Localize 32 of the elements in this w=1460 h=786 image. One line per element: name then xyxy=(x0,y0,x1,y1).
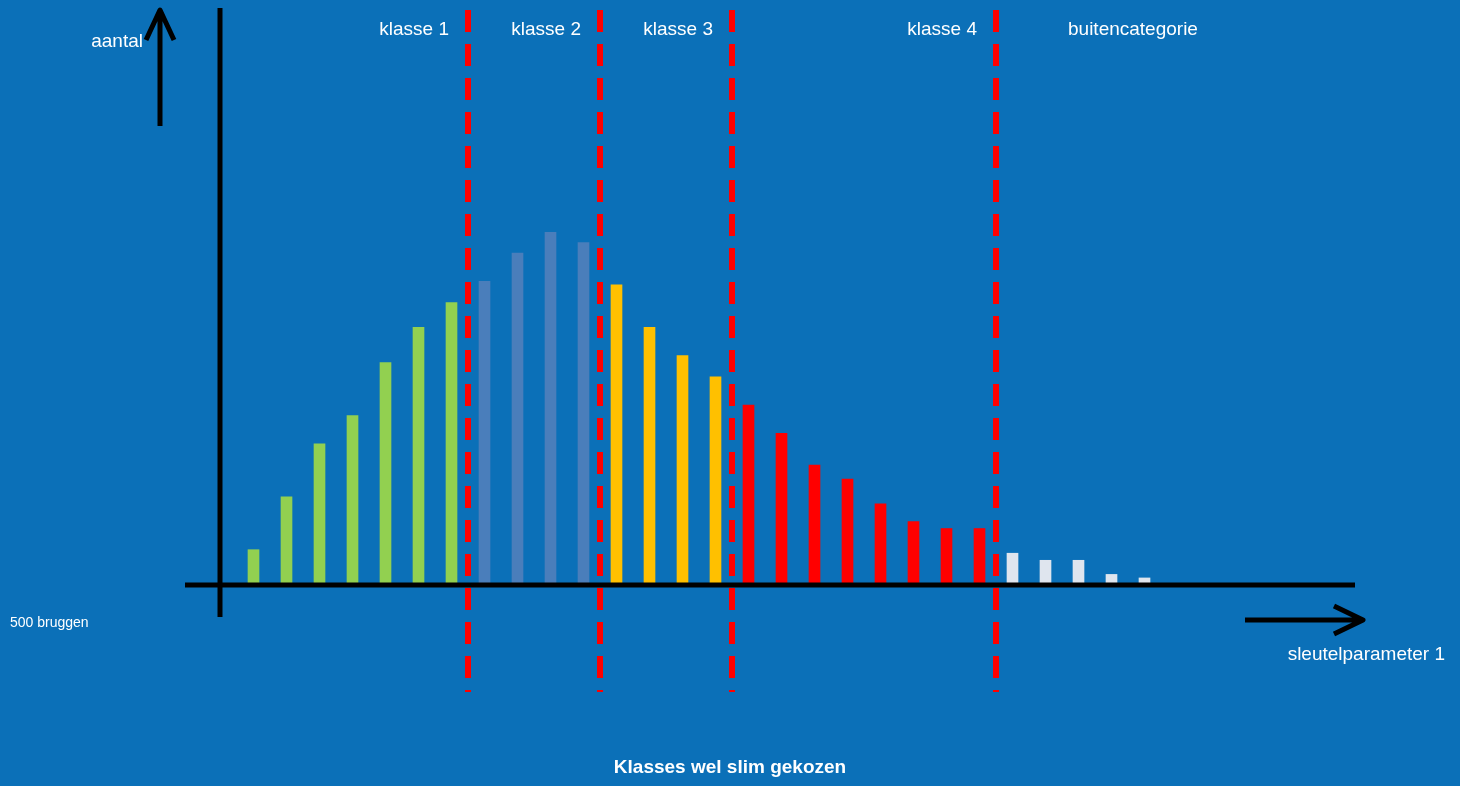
bar xyxy=(379,362,392,585)
bar xyxy=(676,355,689,585)
text: klasse 1 xyxy=(379,18,449,40)
bar xyxy=(247,549,260,585)
text: sleutelparameter 1 xyxy=(1287,643,1445,665)
bar xyxy=(577,242,590,585)
bar xyxy=(874,503,887,585)
bar xyxy=(841,478,854,585)
bar xyxy=(544,232,557,585)
bar xyxy=(643,326,656,585)
bar xyxy=(940,528,953,585)
text: klasse 4 xyxy=(907,18,978,40)
text: buitencategorie xyxy=(1068,18,1198,40)
bar xyxy=(445,302,458,585)
bar xyxy=(511,252,524,585)
bar xyxy=(775,432,788,585)
bar xyxy=(478,281,491,585)
bar xyxy=(610,284,623,585)
text: 500 bruggen xyxy=(10,613,89,630)
bar xyxy=(973,528,986,585)
bar xyxy=(412,326,425,585)
bar xyxy=(346,415,359,585)
bar xyxy=(280,496,293,585)
bar xyxy=(313,443,326,585)
text: klasse 2 xyxy=(511,18,581,40)
bar xyxy=(742,404,755,585)
text: Klasses wel slim gekozen xyxy=(613,756,847,778)
text: aantal xyxy=(91,30,143,52)
bar xyxy=(709,376,722,585)
bar xyxy=(907,521,920,585)
text: klasse 3 xyxy=(643,18,713,40)
bar xyxy=(808,464,821,585)
